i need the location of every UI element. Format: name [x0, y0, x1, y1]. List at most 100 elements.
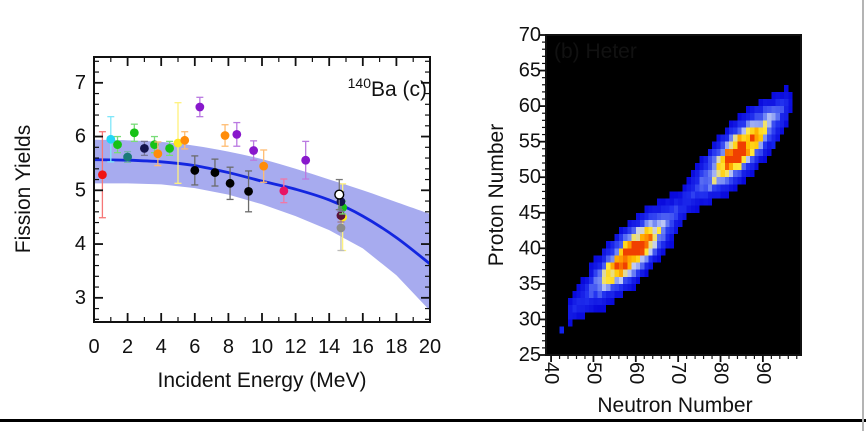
- heatmap-cell: [623, 255, 628, 263]
- heatmap-cell: [750, 106, 755, 114]
- figure-bottom-border: [0, 419, 866, 422]
- heatmap-cell: [741, 120, 746, 128]
- heatmap-cell: [784, 106, 789, 114]
- heatmap-cell: [733, 163, 738, 171]
- heatmap-cell: [745, 113, 751, 121]
- heatmap-cell: [745, 127, 751, 135]
- data-point: [165, 143, 175, 153]
- heatmap-cell: [614, 241, 619, 249]
- heatmap-cell: [601, 255, 607, 263]
- heatmap-cell: [733, 120, 738, 128]
- heatmap-cell: [589, 305, 594, 313]
- heatmap-cell: [614, 291, 619, 299]
- heatmap-cell: [728, 184, 734, 192]
- x-tick-label: 10: [251, 336, 273, 358]
- y-tick-label: 25: [519, 344, 541, 366]
- heatmap-cell: [758, 141, 763, 149]
- plot-frame: [545, 34, 802, 356]
- heatmap-cell: [784, 113, 789, 121]
- heatmap-cell: [623, 276, 628, 284]
- heatmap-cell: [618, 276, 624, 284]
- heatmap-cell: [623, 283, 628, 291]
- y-tick-label: 60: [519, 95, 541, 117]
- fragment-distribution-heatmap: 40 50 60 70 80 90 25 30 35 40 45 50 55 60 65 70 (b) Het…: [485, 24, 802, 417]
- heatmap-cell: [690, 191, 696, 199]
- heatmap-cell: [767, 148, 772, 156]
- heatmap-cell: [712, 163, 717, 171]
- x-tick-label: 70: [667, 362, 689, 384]
- heatmap-cell: [652, 227, 657, 235]
- heatmap-cell: [572, 291, 577, 299]
- heatmap-cell: [750, 141, 755, 149]
- heatmap-cell: [652, 248, 657, 256]
- data-point: [106, 134, 116, 144]
- heatmap-cell: [648, 262, 653, 270]
- heatmap-cell: [584, 276, 590, 284]
- heatmap-cell: [703, 170, 708, 178]
- heatmap-cell: [724, 191, 729, 199]
- heatmap-cell: [614, 276, 619, 284]
- heatmap-cell: [737, 163, 742, 171]
- heatmap-cell: [580, 298, 585, 306]
- heatmap-cell: [720, 155, 725, 163]
- heatmap-cell: [720, 134, 725, 142]
- heatmap-cell: [737, 170, 742, 178]
- isotope-symbol-label: Ba (c): [371, 78, 427, 101]
- heatmap-cell: [601, 276, 607, 284]
- heatmap-cell: [720, 184, 725, 192]
- heatmap-cell: [627, 269, 632, 277]
- heatmap-cell: [593, 291, 598, 299]
- data-point: [279, 186, 289, 196]
- heatmap-cell: [754, 134, 759, 142]
- heatmap-cell: [758, 113, 763, 121]
- heatmap-cell: [635, 241, 641, 249]
- heatmap-cell: [724, 127, 729, 135]
- data-point: [153, 149, 163, 159]
- axes: [93, 56, 431, 323]
- x-tick-label: 20: [419, 336, 441, 358]
- heatmap-cell: [665, 212, 670, 220]
- heatmap-cell: [618, 248, 624, 256]
- heatmap-cell: [580, 312, 585, 320]
- data-point: [210, 168, 220, 177]
- heatmap-cell: [690, 205, 696, 213]
- heatmap-cell: [750, 163, 755, 171]
- heatmap-cell: [779, 99, 785, 107]
- heatmap-cell: [762, 134, 768, 142]
- heatmap-cell: [669, 205, 674, 213]
- x-tick-label: 8: [223, 336, 234, 358]
- heatmap-cell: [724, 148, 729, 156]
- data-point: [259, 161, 269, 171]
- heatmap-cell: [754, 141, 759, 149]
- heatmap-cell: [741, 113, 746, 121]
- heatmap-cell: [762, 99, 768, 107]
- heatmap-cell: [593, 262, 598, 270]
- data-point: [140, 143, 149, 153]
- heatmap-cell: [728, 141, 734, 149]
- heatmap-cell: [597, 255, 602, 263]
- heatmap-cell: [779, 91, 785, 99]
- heatmap-cell: [572, 312, 577, 320]
- x-tick-label: 40: [540, 362, 562, 384]
- heatmap-cell: [737, 148, 742, 156]
- heatmap-cell: [627, 276, 632, 284]
- heatmap-cell: [716, 184, 721, 192]
- heatmap-cell: [656, 227, 662, 235]
- heatmap-cell: [754, 148, 759, 156]
- heatmap-cell: [601, 291, 607, 299]
- heatmap-cell: [601, 298, 607, 306]
- heatmap-cell: [661, 198, 666, 206]
- heatmap-cell: [699, 170, 704, 178]
- heatmap-cell: [656, 255, 662, 263]
- heatmap-cell: [728, 148, 734, 156]
- heatmap-cell: [699, 163, 704, 171]
- heatmap-cell: [656, 212, 662, 220]
- heatmap-cell: [652, 219, 657, 227]
- heatmap-cell: [716, 134, 721, 142]
- heatmap-cell: [584, 291, 590, 299]
- heatmap-cell: [631, 234, 636, 242]
- heatmap-cell: [784, 91, 789, 99]
- heatmap-cell: [610, 283, 615, 291]
- heatmap-cell: [707, 191, 713, 199]
- heatmap-cell: [767, 127, 772, 135]
